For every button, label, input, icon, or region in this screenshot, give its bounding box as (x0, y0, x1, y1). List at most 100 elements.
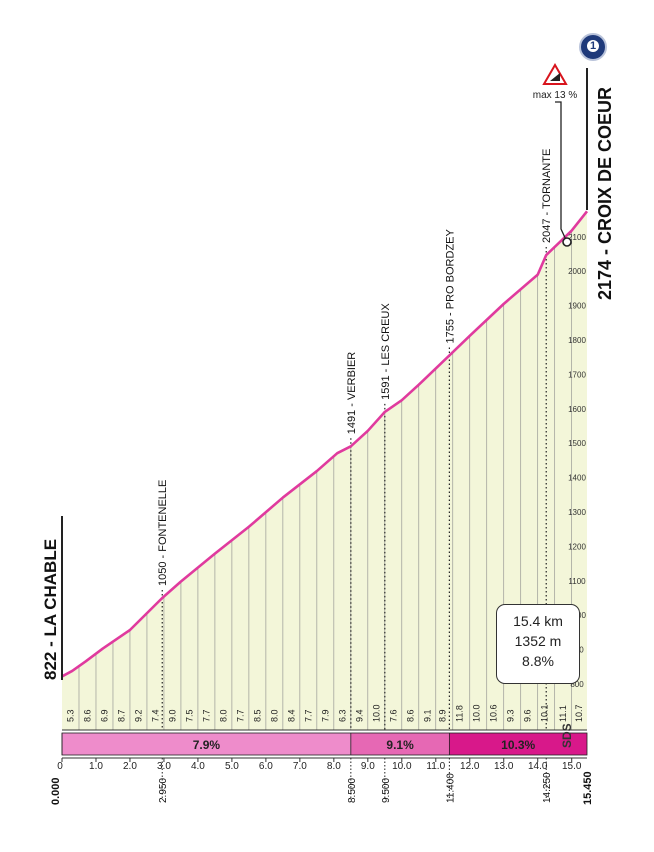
km-gradient-label: 7.7 (235, 709, 245, 722)
profile-fill-layer (62, 211, 587, 730)
km-gradient-label: 8.0 (218, 709, 228, 722)
altitude-tick-label: 1800 (568, 336, 586, 345)
gradient-segment (449, 733, 587, 755)
km-gradient-label: 10.6 (489, 704, 499, 722)
start-distance-label: 0.000 (50, 777, 62, 805)
gradient-bar-outline (61, 732, 588, 756)
km-gradient-label: 8.7 (116, 709, 126, 722)
km-gradient-label: 7.4 (150, 709, 160, 722)
km-axis-tick-label: 14.0 (528, 761, 548, 772)
max-gradient-pointer (555, 101, 568, 243)
km-gradient-label: 9.2 (133, 709, 143, 722)
km-gradient-label: 9.4 (354, 709, 364, 722)
profile-line (61, 210, 589, 678)
altitude-tick-label: 2000 (568, 267, 586, 276)
km-gradient-label: 6.3 (337, 709, 347, 722)
km-gradient-label: 10.0 (472, 704, 482, 722)
max-gradient-point (562, 237, 572, 247)
gradient-segment-label: 7.9% (193, 738, 221, 752)
distance-label: 2.950 (158, 778, 169, 803)
km-gradient-label: 7.5 (184, 709, 194, 722)
altitude-tick-label: 2100 (568, 233, 586, 242)
altitude-tick-label: 1300 (568, 508, 586, 517)
altitude-tick-label: 1900 (568, 302, 586, 311)
waypoint-label: 2047 - TORNANTE (541, 149, 553, 243)
km-gradient-label: 9.3 (506, 709, 516, 722)
km-gradient-label: 7.9 (320, 709, 330, 722)
km-gradient-label: 5.3 (65, 709, 75, 722)
gradient-segment-label: 10.3% (501, 738, 535, 752)
km-gradient-label: 8.6 (82, 709, 92, 722)
gradient-segment (62, 733, 351, 755)
km-gradient-label: 8.5 (252, 709, 262, 722)
km-axis-tick-label: 8.0 (327, 761, 341, 772)
km-gradient-label: 8.9 (438, 709, 448, 722)
finish-name: 2174 - CROIX DE COEUR (595, 87, 615, 300)
start-name: 822 - LA CHABLE (41, 539, 60, 680)
altitude-tick-label: 800 (570, 680, 584, 689)
gradient-segments-layer: 7.9% 9.1% 10.3% (61, 732, 588, 756)
km-gradient-label: 9.6 (523, 709, 533, 722)
altitude-tick-label: 1400 (568, 474, 586, 483)
profile-area (62, 211, 587, 730)
km-axis-tick-label: 13.0 (494, 761, 514, 772)
km-axis-tick-label: 5.0 (225, 761, 239, 772)
km-axis-tick-label: 0 (57, 761, 63, 772)
km-gradient-label: 10.7 (574, 704, 584, 722)
km-gradient-labels-layer: 5.3 8.6 6.9 8.7 9.2 7.4 9.0 7.5 7.7 8.0 7.7 8.5 8.0 8… (65, 704, 584, 722)
km-gradient-label: 10.0 (371, 704, 381, 722)
waypoint-label: 1491 - VERBIER (346, 352, 358, 435)
gradient-segment-label: 9.1% (386, 738, 414, 752)
distance-label: 14.250 (542, 772, 553, 803)
distance-label: 8.500 (347, 778, 358, 803)
km-gradient-label: 10.1 (540, 704, 550, 722)
stage-badge-icon: 1 (579, 33, 607, 61)
km-gradient-label: 6.9 (99, 709, 109, 722)
gradient-segment (350, 733, 450, 755)
finish-distance-label: 15.450 (582, 771, 594, 805)
distance-labels-layer: 2.950 8.500 9.500 11.400 14.250 0.000 15.450 (50, 758, 594, 805)
max-gradient-label: max 13 % (533, 90, 578, 101)
altitude-tick-label: 1500 (568, 439, 586, 448)
altitude-tick-label: 1600 (568, 405, 586, 414)
km-axis-tick-label: 9.0 (361, 761, 375, 772)
km-axis-tick-label: 3.0 (157, 761, 171, 772)
km-axis-tick-label: 7.0 (293, 761, 307, 772)
waypoints-layer: 1050 - FONTENELLE 1491 - VERBIER 1591 - LE… (157, 149, 553, 730)
km-axis-tick-label: 1.0 (89, 761, 103, 772)
waypoint-label: 1050 - FONTENELLE (157, 480, 169, 586)
km-gradient-label: 8.4 (286, 709, 296, 722)
km-gradient-label: 8.0 (269, 709, 279, 722)
km-axis-tick-label: 6.0 (259, 761, 273, 772)
km-axis-tick-label: 15.0 (562, 761, 582, 772)
km-axis-tick-label: 12.0 (460, 761, 480, 772)
distance-label: 9.500 (381, 778, 392, 803)
stat-gradient: 8.8% (522, 653, 554, 669)
altitude-tick-label: 1700 (568, 370, 586, 379)
stage-number: 1 (590, 40, 597, 52)
climb-stats-box: 15.4 km 1352 m 8.8% (496, 604, 580, 684)
sds-logo: SDS (560, 723, 574, 748)
altitude-tick-label: 1200 (568, 542, 586, 551)
stat-elevation: 1352 m (514, 633, 562, 649)
km-axis-layer: 0 1.0 2.0 3.0 4.0 5.0 6.0 7.0 8.0 9.0 10.0 11.0 12.0… (57, 757, 587, 772)
waypoint-label: 1591 - LES CREUX (380, 303, 392, 400)
distance-label: 11.400 (445, 773, 456, 803)
steep-gradient-warning-icon (542, 63, 568, 85)
km-gradient-label: 7.6 (388, 709, 398, 722)
km-gradient-label: 7.7 (303, 709, 313, 722)
km-gradient-label: 9.1 (422, 709, 432, 722)
km-axis-tick-label: 11.0 (426, 761, 445, 772)
altitude-tick-layer: 8009001000110012001300140015001600170018… (568, 233, 586, 689)
km-axis-tick-label: 2.0 (123, 761, 137, 772)
stat-distance: 15.4 km (513, 613, 563, 629)
altitude-tick-label: 1100 (568, 577, 586, 586)
km-gradient-label: 9.0 (167, 709, 177, 722)
km-gradient-label: 8.6 (405, 709, 415, 722)
km-gradient-label: 11.1 (558, 705, 568, 722)
waypoint-label: 1755 - PRO BORDZEY (444, 229, 456, 344)
km-axis-tick-label: 4.0 (191, 761, 205, 772)
km-gradient-label: 11.8 (455, 705, 465, 722)
km-gradient-label: 7.7 (201, 709, 211, 722)
